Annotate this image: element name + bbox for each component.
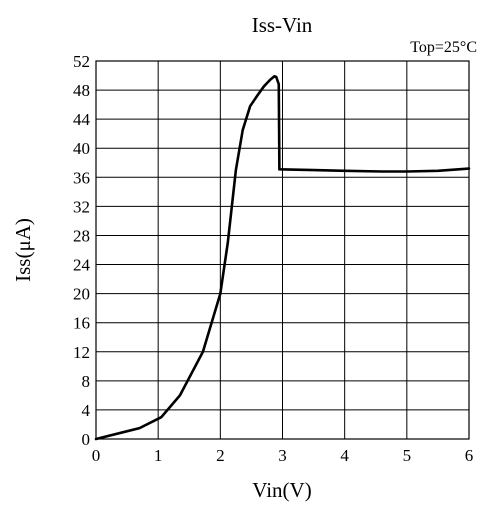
x-tick-labels: 0 1 2 3 4 5 6 [92, 446, 474, 465]
y-tick-label: 32 [73, 197, 90, 216]
y-tick-label: 0 [82, 430, 91, 449]
y-tick-label: 8 [82, 372, 91, 391]
x-axis-title: Vin(V) [252, 478, 311, 502]
x-tick-label: 1 [154, 446, 163, 465]
x-tick-label: 6 [465, 446, 474, 465]
y-tick-label: 28 [73, 226, 90, 245]
x-tick-label: 5 [403, 446, 412, 465]
y-tick-label: 52 [73, 52, 90, 71]
y-tick-label: 36 [73, 168, 90, 187]
chart-title: Iss-Vin [252, 13, 313, 37]
x-tick-label: 2 [216, 446, 225, 465]
y-tick-label: 16 [73, 314, 90, 333]
y-tick-label: 40 [73, 139, 90, 158]
y-tick-label: 12 [73, 343, 90, 362]
x-tick-label: 3 [278, 446, 287, 465]
y-tick-label: 24 [73, 256, 91, 275]
temperature-annotation: Top=25°C [410, 39, 477, 56]
y-axis-title: Iss(μA) [11, 218, 35, 282]
series-layer [94, 74, 471, 441]
y-tick-label: 20 [73, 285, 90, 304]
x-tick-label: 4 [340, 446, 349, 465]
y-tick-label: 44 [73, 110, 91, 129]
y-tick-label: 4 [82, 401, 91, 420]
y-tick-label: 48 [73, 81, 90, 100]
grid [95, 60, 470, 440]
plot-frame [95, 60, 470, 440]
x-tick-label: 0 [92, 446, 101, 465]
series-line [94, 74, 471, 441]
